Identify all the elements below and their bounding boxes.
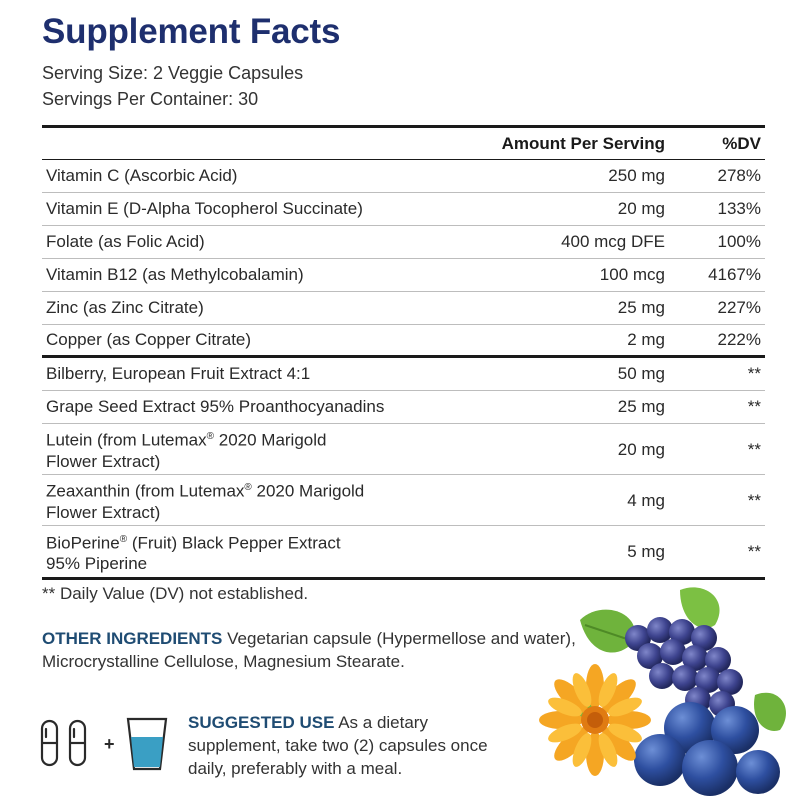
supplement-facts-table: Amount Per Serving %DV Vitamin C (Ascorb… [42, 125, 765, 580]
suggested-use-text: As a dietary supplement, take two (2) ca… [188, 713, 488, 778]
water-glass-icon [126, 717, 168, 771]
table-row: Lutein (from Lutemax® 2020 Marigold Flow… [42, 424, 765, 475]
other-ingredients-label: OTHER INGREDIENTS [42, 629, 223, 648]
suggested-use: SUGGESTED USE As a dietary supplement, t… [188, 711, 518, 780]
table-row: Grape Seed Extract 95% Proanthocyanadins… [42, 391, 765, 424]
table-row: Folate (as Folic Acid) 400 mcg DFE 100% [42, 226, 765, 259]
table-row: Vitamin E (D-Alpha Tocopherol Succinate)… [42, 193, 765, 226]
dv-header: %DV [722, 133, 761, 153]
dosage-icons: + [40, 717, 168, 771]
capsule-icon [68, 719, 87, 767]
other-ingredients-text: Vegetarian capsule (Hypermellose and wat… [42, 629, 576, 671]
table-row: Zinc (as Zinc Citrate) 25 mg 227% [42, 292, 765, 325]
capsule-icon [40, 719, 59, 767]
page-title: Supplement Facts [42, 12, 341, 51]
blueberries-icon [634, 702, 780, 796]
marigold-flower-icon [539, 664, 651, 776]
serving-size: Serving Size: 2 Veggie Capsules [42, 63, 304, 83]
registered-mark: ® [206, 431, 215, 443]
table-row: BioPerine® (Fruit) Black Pepper Extract … [46, 533, 761, 574]
suggested-use-label: SUGGESTED USE [188, 713, 335, 732]
servings-per-container: Servings Per Container: 30 [42, 89, 259, 109]
fruit-flower-illustration [539, 587, 786, 796]
table-row: Copper (as Copper Citrate) 2 mg 222% [42, 325, 765, 358]
table-header: Amount Per Serving %DV [42, 128, 765, 160]
table-row: Vitamin C (Ascorbic Acid) 250 mg 278% [42, 160, 765, 193]
registered-mark: ® [119, 533, 128, 545]
table-row: Bilberry, European Fruit Extract 4:1 50 … [42, 358, 765, 391]
table-row: Vitamin B12 (as Methylcobalamin) 100 mcg… [42, 259, 765, 292]
plus-icon: + [104, 734, 115, 754]
amount-header: Amount Per Serving [501, 133, 665, 153]
grapes-icon [625, 617, 743, 717]
other-ingredients: OTHER INGREDIENTS Vegetarian capsule (Hy… [42, 627, 582, 673]
dv-footnote: ** Daily Value (DV) not established. [42, 584, 309, 603]
table-row: Zeaxanthin (from Lutemax® 2020 Marigold … [42, 475, 765, 526]
registered-mark: ® [244, 482, 252, 494]
